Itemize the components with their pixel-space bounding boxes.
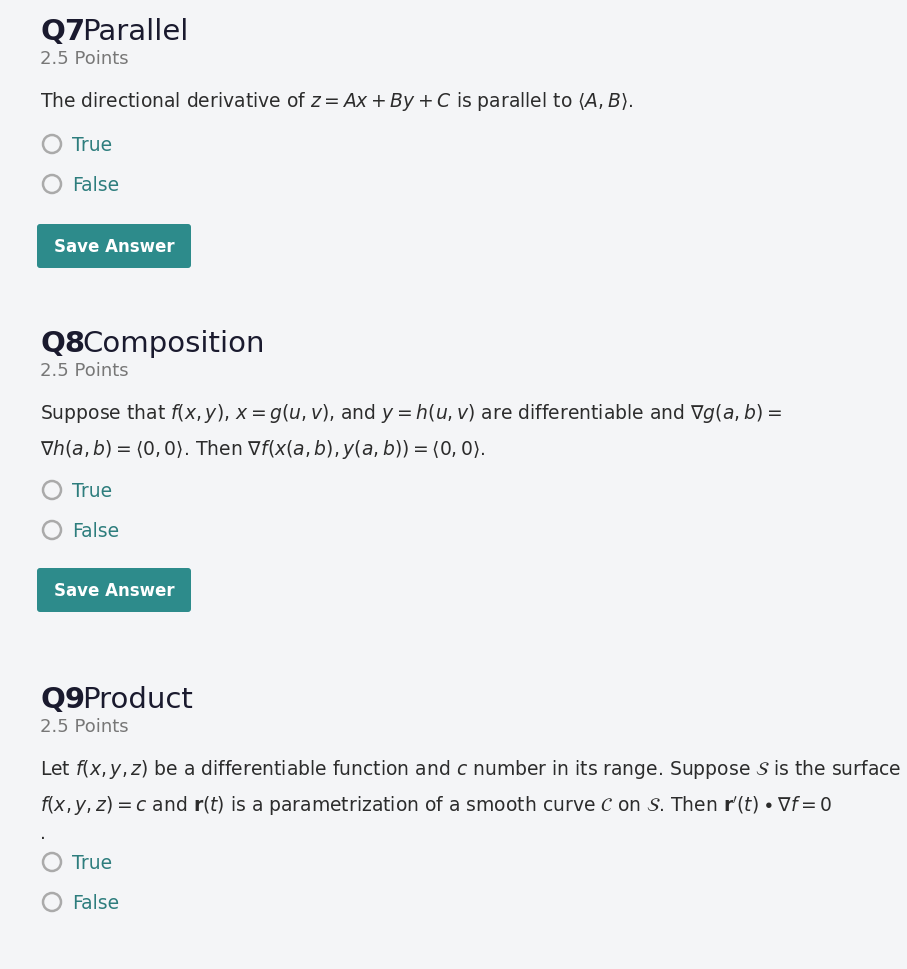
Text: $\nabla h(a, b) = \langle 0, 0\rangle$. Then $\nabla f(x(a,b), y(a,b)) = \langle: $\nabla h(a, b) = \langle 0, 0\rangle$. … (40, 438, 486, 460)
Text: False: False (72, 175, 119, 195)
Text: Q8: Q8 (40, 329, 85, 358)
Text: Q7: Q7 (40, 18, 85, 46)
Text: Save Answer: Save Answer (54, 237, 174, 256)
Text: .: . (40, 823, 46, 842)
Text: Composition: Composition (82, 329, 265, 358)
Text: 2.5 Points: 2.5 Points (40, 50, 129, 68)
Text: 2.5 Points: 2.5 Points (40, 717, 129, 735)
Text: Parallel: Parallel (82, 18, 189, 46)
Text: $f(x, y, z) = c$ and $\mathbf{r}(t)$ is a parametrization of a smooth curve $\ma: $f(x, y, z) = c$ and $\mathbf{r}(t)$ is … (40, 794, 833, 817)
Text: True: True (72, 853, 112, 872)
Text: Save Answer: Save Answer (54, 581, 174, 600)
Text: False: False (72, 521, 119, 541)
FancyBboxPatch shape (37, 569, 191, 612)
Text: Let $f(x, y, z)$ be a differentiable function and $c$ number in its range. Suppo: Let $f(x, y, z)$ be a differentiable fun… (40, 757, 902, 780)
Text: 2.5 Points: 2.5 Points (40, 361, 129, 380)
Text: True: True (72, 136, 112, 155)
Text: The directional derivative of $z = Ax + By + C$ is parallel to $\langle A, B\ran: The directional derivative of $z = Ax + … (40, 90, 633, 112)
FancyBboxPatch shape (37, 225, 191, 268)
Text: Suppose that $f(x, y)$, $x = g(u, v)$, and $y = h(u, v)$ are differentiable and : Suppose that $f(x, y)$, $x = g(u, v)$, a… (40, 401, 782, 424)
Text: Q9: Q9 (40, 685, 85, 713)
Text: False: False (72, 893, 119, 912)
Text: True: True (72, 482, 112, 500)
Text: Product: Product (82, 685, 193, 713)
